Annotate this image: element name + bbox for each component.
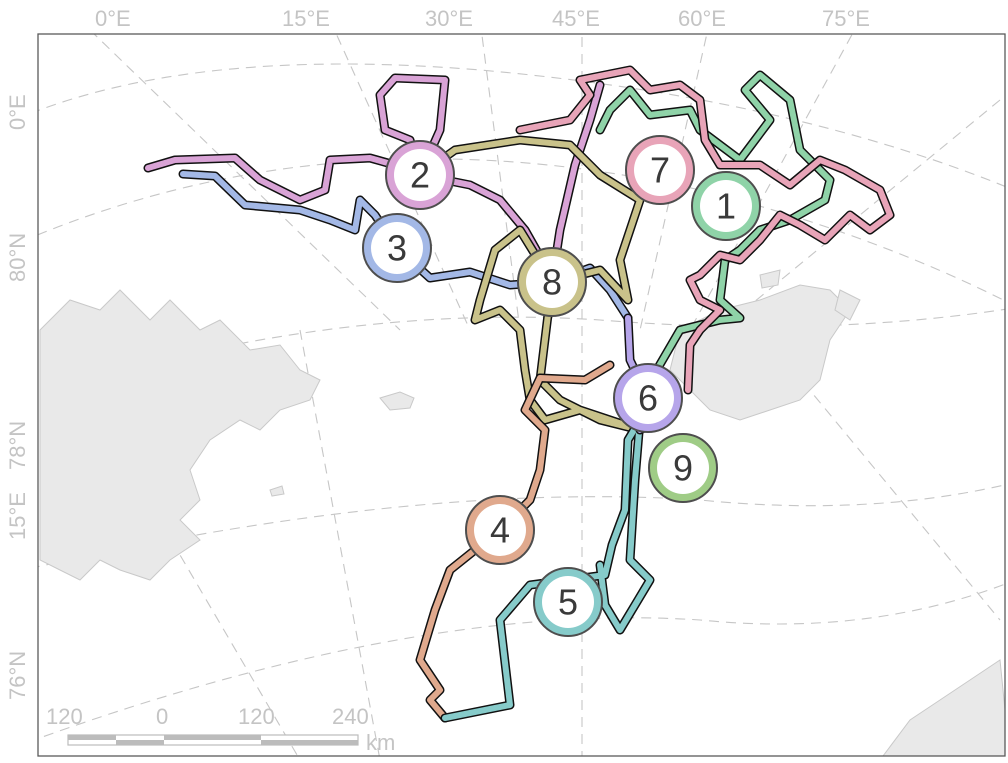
franz-josef-islet-a: [834, 289, 861, 321]
lon-label-0: 0°E: [95, 6, 131, 31]
badge-9[interactable]: 9: [648, 433, 718, 503]
scale-unit: km: [366, 730, 395, 755]
scale-segment-2: [116, 740, 164, 745]
franz-josef-land: [669, 284, 851, 421]
track-5: [440, 415, 655, 723]
badge-3[interactable]: 3: [362, 213, 432, 283]
scale-tick-240: 240: [332, 704, 369, 729]
scale-tick-0: 0: [156, 704, 168, 729]
left-label-0e: 0°E: [5, 94, 30, 130]
badge-1[interactable]: 1: [691, 171, 761, 241]
longitude-labels: 0°E 15°E 30°E 45°E 60°E 75°E: [95, 6, 870, 31]
scale-tick-120: 120: [238, 704, 275, 729]
badge-7-label: 7: [650, 150, 670, 191]
left-label-76n: 76°N: [5, 651, 30, 700]
badge-6-label: 6: [638, 378, 658, 419]
lon-label-15: 15°E: [282, 6, 330, 31]
scale-bar: 120 0 120 240 km: [46, 704, 395, 755]
novaya-zemlya-tip: [882, 659, 1005, 756]
franz-josef-islet-b: [759, 269, 781, 289]
latitude-labels: 0°E 80°N 78°N 15°E 76°N: [5, 94, 30, 700]
badge-2[interactable]: 2: [385, 140, 455, 210]
small-islet: [269, 485, 285, 497]
badge-6[interactable]: 6: [613, 363, 683, 433]
scale-segment-1: [68, 735, 116, 740]
scale-segment-3: [164, 735, 261, 740]
track-1: [595, 70, 835, 390]
scale-segment-4: [261, 740, 358, 745]
badge-7[interactable]: 7: [625, 135, 695, 205]
badge-3-label: 3: [387, 228, 407, 269]
badge-4-label: 4: [490, 510, 510, 551]
lon-label-30: 30°E: [425, 6, 473, 31]
track-badges: 1 2 3 4 5 6 7: [362, 135, 761, 637]
left-label-15e: 15°E: [5, 492, 30, 540]
land-masses: [39, 269, 1005, 756]
map-frame: [37, 33, 1006, 757]
badge-8[interactable]: 8: [517, 247, 587, 317]
svalbard-landmass: [39, 289, 321, 581]
badge-4[interactable]: 4: [465, 495, 535, 565]
scale-tick-120-left: 120: [46, 704, 83, 729]
left-label-78n: 78°N: [5, 421, 30, 470]
badge-1-label: 1: [716, 186, 736, 227]
kvitoya-island: [379, 391, 415, 411]
badge-8-label: 8: [542, 262, 562, 303]
left-label-80n: 80°N: [5, 233, 30, 282]
badge-9-label: 9: [673, 448, 693, 489]
lon-label-60: 60°E: [678, 6, 726, 31]
badge-2-label: 2: [410, 155, 430, 196]
lon-label-45: 45°E: [552, 6, 600, 31]
lon-label-75: 75°E: [822, 6, 870, 31]
track-7: [515, 65, 895, 395]
badge-5-label: 5: [558, 582, 578, 623]
badge-5[interactable]: 5: [533, 567, 603, 637]
